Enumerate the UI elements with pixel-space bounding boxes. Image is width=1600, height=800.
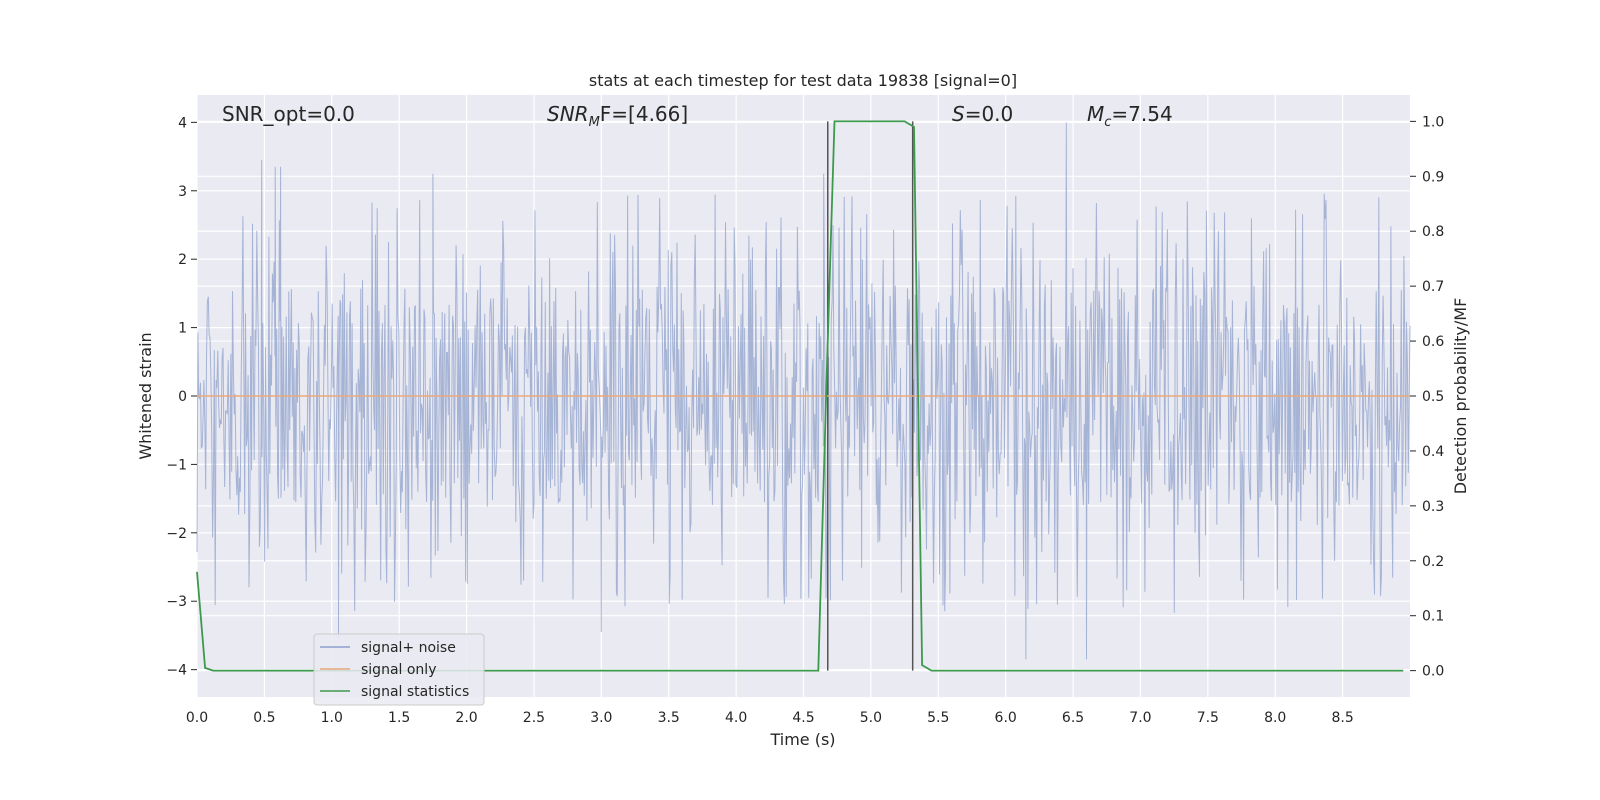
x-tick-label: 6.0 — [995, 710, 1017, 726]
y2-tick-label: 1.0 — [1422, 114, 1444, 130]
y2-tick-label: 0.3 — [1422, 499, 1444, 515]
legend-label-signal-only: signal only — [361, 662, 436, 678]
snr-mf-var: SNR — [547, 102, 589, 126]
y-axis-title: Whitened strain — [136, 332, 155, 459]
y2-tick-label: 0.9 — [1422, 169, 1444, 185]
x-tick-label: 7.5 — [1197, 710, 1219, 726]
y2-tick-label: 0.5 — [1422, 389, 1444, 405]
signal-plus-noise-series — [196, 122, 1411, 660]
x-tick-label: 3.0 — [590, 710, 612, 726]
x-tick-label: 4.5 — [792, 710, 814, 726]
x-tick-label: 2.0 — [455, 710, 477, 726]
mc-var: M — [1087, 102, 1104, 126]
annotation-snr-mf: SNRMF=[4.66] — [547, 102, 688, 130]
x-tick-label: 1.0 — [321, 710, 343, 726]
y2-tick-label: 0.4 — [1422, 444, 1444, 460]
x-axis-title: Time (s) — [769, 730, 835, 749]
snr-mf-rest: F=[4.66] — [600, 102, 688, 126]
x-tick-label: 5.5 — [927, 710, 949, 726]
annotation-s: S=0.0 — [952, 102, 1013, 126]
x-tick-label: 8.5 — [1331, 710, 1353, 726]
x-tick-label: 2.5 — [523, 710, 545, 726]
plot-title: stats at each timestep for test data 198… — [589, 71, 1017, 90]
y2-axis-title: Detection probability/MF — [1451, 298, 1470, 495]
x-tick-label: 3.5 — [658, 710, 680, 726]
s-var: S — [952, 102, 965, 126]
annotation-mc: Mc=7.54 — [1087, 102, 1173, 130]
x-tick-label: 7.0 — [1129, 710, 1151, 726]
y-tick-label: −1 — [166, 457, 187, 473]
axis-ticks: 0.0 0.5 1.0 1.5 2.0 2.5 3.0 3.5 4.0 4.5 5.0 5.5 6.0 6… — [166, 114, 1444, 726]
y2-tick-label: 0.1 — [1422, 609, 1444, 625]
legend-box — [313, 633, 485, 706]
y2-tick-label: 0.7 — [1422, 279, 1444, 295]
legend-label-signal-noise: signal+ noise — [361, 640, 456, 656]
signal-statistics-line — [196, 120, 1404, 672]
y-tick-label: −3 — [166, 594, 187, 610]
s-rest: =0.0 — [965, 102, 1014, 126]
y2-tick-label: 0.0 — [1422, 664, 1444, 680]
legend: signal+ noise signal only signal statist… — [313, 633, 485, 706]
snr-mf-sub: M — [589, 115, 600, 130]
y2-tick-label: 0.6 — [1422, 334, 1444, 350]
y-tick-label: 4 — [178, 115, 187, 131]
y-tick-label: 2 — [178, 252, 187, 268]
y-tick-label: −4 — [166, 663, 187, 679]
y-tick-label: 1 — [178, 321, 187, 337]
x-tick-label: 1.5 — [388, 710, 410, 726]
x-tick-label: 0.5 — [253, 710, 275, 726]
x-tick-label: 4.0 — [725, 710, 747, 726]
x-tick-label: 8.0 — [1264, 710, 1286, 726]
mc-rest: =7.54 — [1111, 102, 1172, 126]
x-tick-label: 5.0 — [860, 710, 882, 726]
series-lines — [196, 120, 1410, 672]
y2-tick-label: 0.2 — [1422, 554, 1444, 570]
x-tick-label: 6.5 — [1062, 710, 1084, 726]
y-tick-label: 0 — [178, 389, 187, 405]
signal-noise-line — [196, 122, 1411, 660]
x-tick-label: 0.0 — [186, 710, 208, 726]
y-tick-label: 3 — [178, 184, 187, 200]
annotation-snr-opt: SNR_opt=0.0 — [222, 102, 355, 126]
y-tick-label: −2 — [166, 526, 187, 542]
mc-sub: c — [1104, 115, 1111, 130]
y2-tick-label: 0.8 — [1422, 224, 1444, 240]
legend-label-signal-statistics: signal statistics — [361, 684, 469, 700]
